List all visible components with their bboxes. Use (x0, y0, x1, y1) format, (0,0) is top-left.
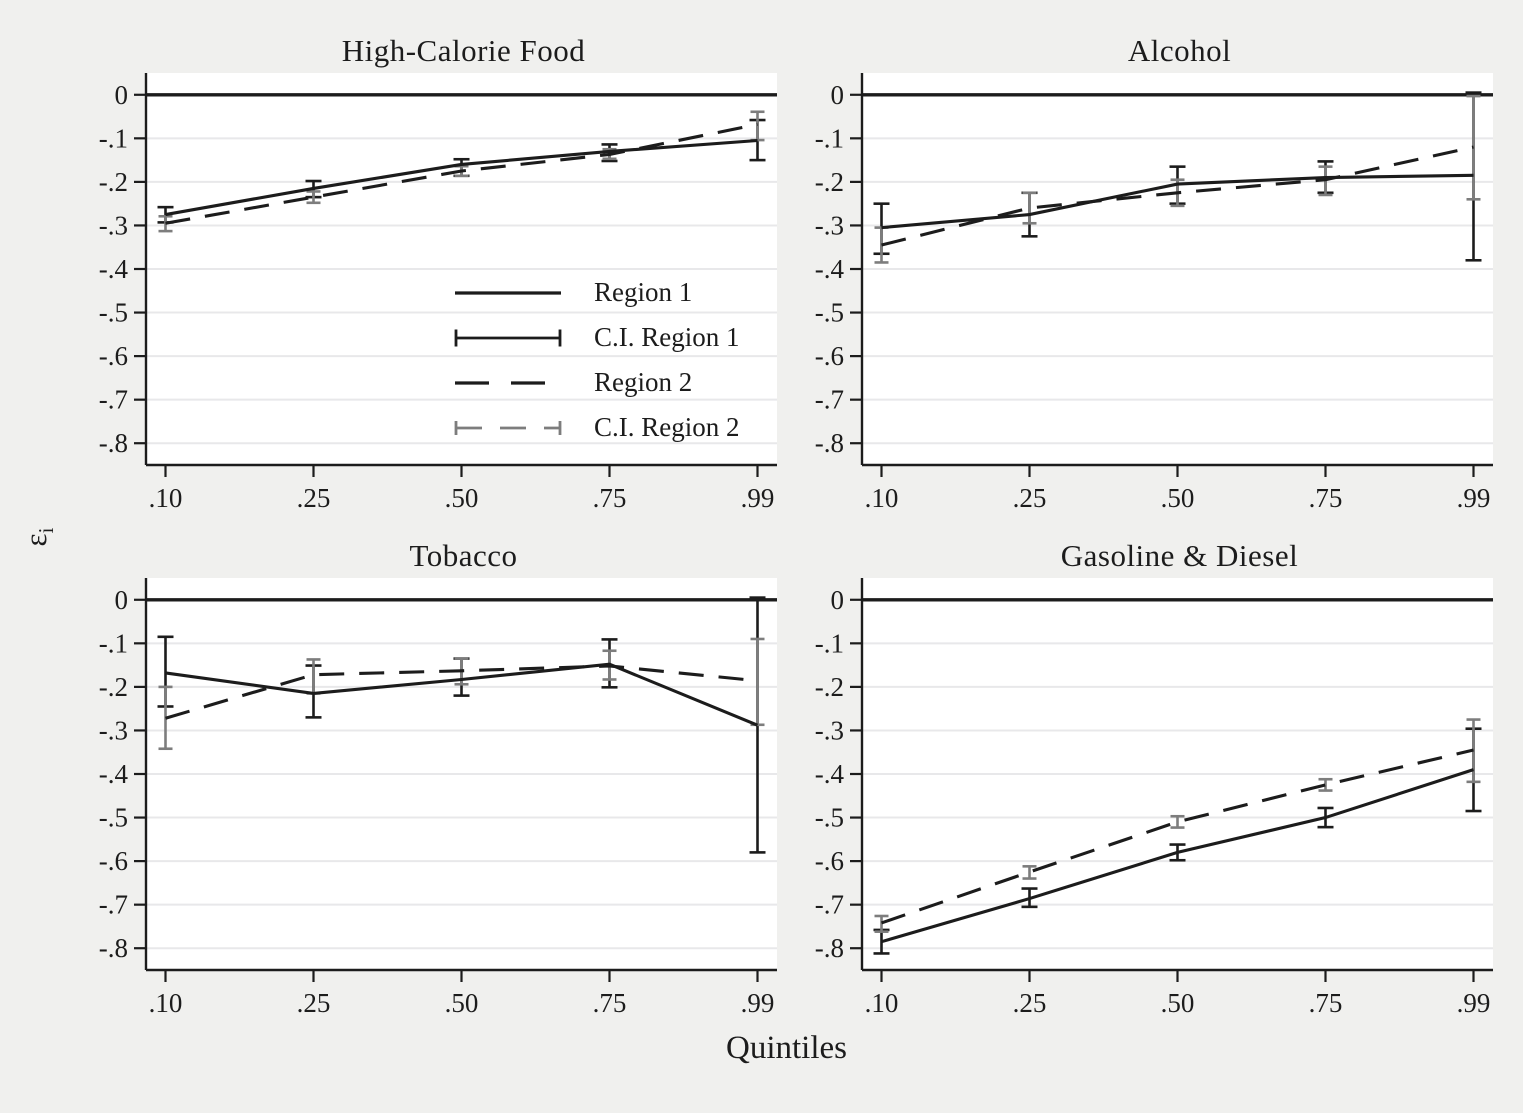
svg-text:-.4: -.4 (815, 254, 845, 284)
legend-label: C.I. Region 2 (594, 412, 740, 442)
svg-text:-.8: -.8 (99, 933, 128, 963)
chart-tobacco: 0 -.1 -.2 -.3 -.4 -.5 -.6 -.7 -.8 .10 .25 .50 .75 .99 (99, 578, 777, 1018)
svg-text:-.6: -.6 (815, 846, 844, 876)
chart-gasoline-diesel: 0 -.1 -.2 -.3 -.4 -.5 -.6 -.7 -.8 .10 .25 .50 .75 .99 (815, 578, 1493, 1018)
svg-text:.75: .75 (1309, 483, 1343, 513)
panel-title: Gasoline & Diesel (1060, 538, 1299, 573)
svg-text:-.4: -.4 (99, 759, 129, 789)
svg-text:.99: .99 (741, 483, 775, 513)
svg-text:-.4: -.4 (99, 254, 129, 284)
svg-text:.10: .10 (149, 483, 183, 513)
svg-text:.10: .10 (149, 988, 183, 1018)
svg-text:-.2: -.2 (815, 167, 844, 197)
svg-text:-.5: -.5 (815, 803, 844, 833)
svg-text:-.6: -.6 (99, 341, 128, 371)
svg-text:-.6: -.6 (815, 341, 844, 371)
svg-text:-.8: -.8 (99, 428, 128, 458)
svg-text:-.4: -.4 (815, 759, 845, 789)
svg-text:-.3: -.3 (99, 210, 128, 240)
x-axis-title: Quintiles (726, 1030, 847, 1066)
svg-text:-.1: -.1 (99, 628, 128, 658)
svg-text:0: 0 (831, 80, 845, 110)
svg-text:-.5: -.5 (99, 298, 128, 328)
errorbar-solid-icon (454, 329, 562, 346)
svg-text:.50: .50 (1161, 483, 1195, 513)
svg-text:0: 0 (115, 585, 129, 615)
legend-item-ci-region-1: C.I. Region 1 (452, 315, 740, 360)
y-axis-title-sub: i (34, 527, 59, 534)
errorbar-dashed-gray-icon (454, 420, 562, 435)
svg-text:.50: .50 (445, 988, 479, 1018)
y-axis-title-base: ε (18, 533, 53, 547)
svg-text:.75: .75 (593, 483, 627, 513)
svg-text:.25: .25 (1013, 483, 1047, 513)
legend: Region 1 C.I. Region 1 Region 2 C.I. Reg… (452, 270, 740, 450)
svg-text:-.5: -.5 (99, 803, 128, 833)
svg-text:0: 0 (115, 80, 129, 110)
y-axis-title: εi (18, 502, 68, 572)
panel-title: Alcohol (1127, 33, 1232, 68)
svg-text:-.2: -.2 (99, 167, 128, 197)
legend-item-region-1: Region 1 (452, 270, 740, 315)
svg-text:-.6: -.6 (99, 846, 128, 876)
svg-text:-.3: -.3 (815, 210, 844, 240)
svg-text:.99: .99 (1457, 483, 1491, 513)
svg-text:.10: .10 (865, 988, 899, 1018)
dashed-line-icon (455, 380, 561, 385)
panel-alcohol: Alcohol 0 -.1 -.2 -.3 -.4 -.5 -.6 -.7 -.8 .10 .25.… (792, 28, 1497, 533)
legend-label: Region 2 (594, 367, 693, 397)
svg-text:.50: .50 (445, 483, 479, 513)
svg-text:.75: .75 (1309, 988, 1343, 1018)
svg-text:-.7: -.7 (99, 385, 128, 415)
svg-text:.25: .25 (297, 483, 331, 513)
svg-text:-.8: -.8 (815, 933, 844, 963)
svg-text:.50: .50 (1161, 988, 1195, 1018)
legend-label: Region 1 (594, 277, 693, 307)
panel-tobacco: Tobacco 0 -.1 -.2 -.3 -.4 -.5 -.6 -.7 -.8 .10 .25.… (76, 533, 781, 1038)
svg-text:.99: .99 (741, 988, 775, 1018)
svg-text:-.5: -.5 (815, 298, 844, 328)
svg-text:-.1: -.1 (815, 628, 844, 658)
panel-title: High-Calorie Food (341, 33, 586, 68)
panel-high-calorie-food: High-Calorie Food 0 -.1 -.2 -.3 -.4 -.5 -.6 -.7… (76, 28, 781, 533)
panel-gasoline-diesel: Gasoline & Diesel 0 -.1 -.2 -.3 -.4 -.5 -.6 -.7… (792, 533, 1497, 1038)
chart-high-calorie-food: 0 -.1 -.2 -.3 -.4 -.5 -.6 -.7 -.8 .10 .25 .50 .75 .99 (99, 73, 777, 513)
svg-text:.25: .25 (1013, 988, 1047, 1018)
svg-text:-.2: -.2 (99, 672, 128, 702)
svg-text:.25: .25 (297, 988, 331, 1018)
solid-line-icon (455, 290, 561, 295)
svg-text:-.3: -.3 (99, 715, 128, 745)
svg-text:.75: .75 (593, 988, 627, 1018)
svg-text:.10: .10 (865, 483, 899, 513)
legend-item-ci-region-2: C.I. Region 2 (452, 405, 740, 450)
svg-text:-.7: -.7 (99, 890, 128, 920)
svg-text:.99: .99 (1457, 988, 1491, 1018)
svg-text:-.1: -.1 (815, 123, 844, 153)
svg-text:-.2: -.2 (815, 672, 844, 702)
panel-title: Tobacco (409, 538, 518, 573)
chart-alcohol: 0 -.1 -.2 -.3 -.4 -.5 -.6 -.7 -.8 .10 .25 .50 .75 .99 (815, 73, 1493, 513)
svg-text:-.7: -.7 (815, 385, 844, 415)
legend-item-region-2: Region 2 (452, 360, 740, 405)
legend-label: C.I. Region 1 (594, 322, 740, 352)
svg-text:-.3: -.3 (815, 715, 844, 745)
svg-text:-.7: -.7 (815, 890, 844, 920)
svg-text:0: 0 (831, 585, 845, 615)
svg-text:-.1: -.1 (99, 123, 128, 153)
svg-text:-.8: -.8 (815, 428, 844, 458)
